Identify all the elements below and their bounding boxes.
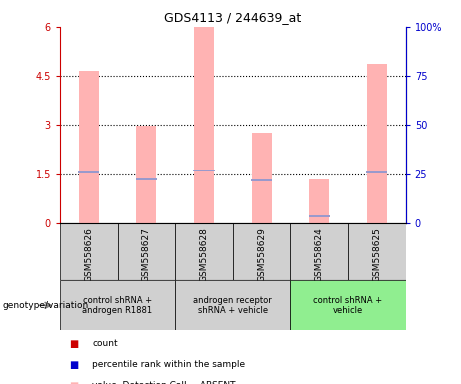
Text: GSM558626: GSM558626 xyxy=(84,227,93,282)
Text: GSM558625: GSM558625 xyxy=(372,227,381,282)
Text: genotype/variation: genotype/variation xyxy=(2,301,89,310)
Bar xyxy=(136,178,157,180)
Text: value, Detection Call = ABSENT: value, Detection Call = ABSENT xyxy=(92,381,236,384)
Title: GDS4113 / 244639_at: GDS4113 / 244639_at xyxy=(164,11,301,24)
Bar xyxy=(79,71,99,223)
Bar xyxy=(136,126,156,223)
Text: ■: ■ xyxy=(69,381,78,384)
Bar xyxy=(290,280,406,330)
Bar xyxy=(252,133,272,223)
Bar xyxy=(60,280,175,330)
Bar xyxy=(233,223,290,280)
Bar xyxy=(367,65,387,223)
Bar xyxy=(60,223,118,280)
Text: control shRNA +
vehicle: control shRNA + vehicle xyxy=(313,296,383,315)
Text: GSM558627: GSM558627 xyxy=(142,227,151,282)
Bar xyxy=(175,223,233,280)
Bar xyxy=(194,169,214,172)
Text: ■: ■ xyxy=(69,360,78,370)
Text: count: count xyxy=(92,339,118,348)
Text: androgen receptor
shRNA + vehicle: androgen receptor shRNA + vehicle xyxy=(194,296,272,315)
Bar xyxy=(78,171,99,173)
Text: control shRNA +
androgen R1881: control shRNA + androgen R1881 xyxy=(83,296,153,315)
Text: GSM558628: GSM558628 xyxy=(200,227,208,282)
Bar xyxy=(366,171,387,173)
Text: percentile rank within the sample: percentile rank within the sample xyxy=(92,360,245,369)
Text: ■: ■ xyxy=(69,339,78,349)
Bar xyxy=(290,223,348,280)
Text: GSM558629: GSM558629 xyxy=(257,227,266,282)
Bar xyxy=(309,179,329,223)
Bar xyxy=(118,223,175,280)
Bar xyxy=(194,27,214,223)
Text: GSM558624: GSM558624 xyxy=(315,227,324,282)
Bar xyxy=(175,280,290,330)
Bar xyxy=(251,179,272,181)
Bar xyxy=(309,215,330,217)
Bar xyxy=(348,223,406,280)
